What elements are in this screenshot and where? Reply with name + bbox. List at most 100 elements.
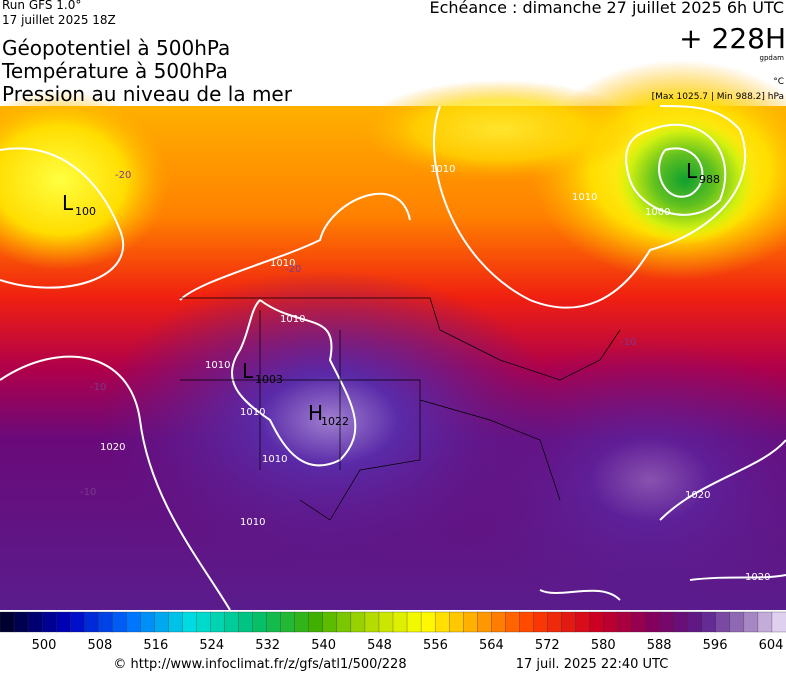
isobar-label: 1010 <box>240 517 265 528</box>
isobar-label: 1020 <box>100 442 125 453</box>
colorbar-cell <box>84 611 99 633</box>
colorbar-cell <box>308 611 324 633</box>
isobar-label: 1010 <box>430 164 455 175</box>
generated: 17 juil. 2025 22:40 UTC <box>516 657 669 672</box>
colorbar-cell <box>294 611 310 633</box>
colorbar-cell <box>715 611 731 633</box>
colorbar-cell <box>336 611 352 633</box>
colorbar-cell <box>266 611 282 633</box>
colorbar-cell <box>519 611 535 633</box>
colorbar-cell <box>701 611 717 633</box>
temperature-label: -20 <box>115 170 131 181</box>
colorbar-cell <box>70 611 85 633</box>
colorbar-cell <box>771 611 786 633</box>
colorbar-cell <box>406 611 422 633</box>
title-line: Géopotentiel à 500hPa <box>2 36 230 60</box>
center-type: L <box>242 359 254 383</box>
colorbar-cell <box>687 611 703 633</box>
colorbar-cell <box>603 611 619 633</box>
lead-unit: gpdam <box>760 54 785 62</box>
isobar-label: 1020 <box>685 490 710 501</box>
colorbar-cell <box>182 611 198 633</box>
colorbar-cell <box>350 611 366 633</box>
colorbar-cell <box>477 611 492 633</box>
colorbar-cell <box>757 611 773 633</box>
valid-time: Echéance : dimanche 27 juillet 2025 6h U… <box>429 0 784 17</box>
colorbar-cell <box>491 611 506 633</box>
title-line: Température à 500hPa <box>1 59 228 83</box>
colorbar: 500 508 516 524 532 540 548 556 564 572 580 588 596 6… <box>0 611 786 653</box>
isobar-label: 1010 <box>270 258 295 269</box>
colorbar-cell <box>673 611 689 633</box>
colorbar-label: 596 <box>703 638 728 653</box>
colorbar-label: 508 <box>88 638 113 653</box>
map <box>0 60 786 620</box>
colorbar-cell <box>126 611 142 633</box>
colorbar-cell <box>533 611 549 633</box>
title-line: Pression au niveau de la mer <box>2 82 293 106</box>
center-value: 1003 <box>255 373 283 386</box>
colorbar-cell <box>55 611 71 633</box>
colorbar-cell <box>645 611 661 633</box>
colorbar-cell <box>322 611 338 633</box>
center-type: L <box>62 191 74 215</box>
center-value: 100 <box>75 205 96 218</box>
colorbar-cell <box>210 611 226 633</box>
colorbar-cell <box>0 611 15 633</box>
colorbar-label: 532 <box>255 638 280 653</box>
center-type: L <box>686 159 698 183</box>
colorbar-cell <box>224 611 240 633</box>
isobar-label: 1010 <box>280 314 305 325</box>
run: Run GFS 1.0° <box>2 0 81 12</box>
isobar-label: 1010 <box>262 454 287 465</box>
colorbar-cell <box>659 611 675 633</box>
run-date: 17 juillet 2025 18Z <box>2 13 116 27</box>
colorbar-cell <box>434 611 450 633</box>
colorbar-cell <box>13 611 29 633</box>
colorbar-label: 524 <box>199 638 224 653</box>
colorbar-label: 604 <box>759 638 784 653</box>
center-type: H <box>308 401 323 425</box>
colorbar-label: 516 <box>143 638 168 653</box>
colorbar-label: 556 <box>423 638 448 653</box>
colorbar-cell <box>448 611 464 633</box>
colorbar-cell <box>378 611 394 633</box>
colorbar-cell <box>364 611 380 633</box>
colorbar-label: 540 <box>311 638 336 653</box>
colorbar-cell <box>575 611 591 633</box>
colorbar-cell <box>505 611 520 633</box>
colorbar-label: 564 <box>479 638 504 653</box>
colorbar-cell <box>252 611 268 633</box>
isobar-label: 1000 <box>645 207 670 218</box>
colorbar-cell <box>729 611 745 633</box>
pressure-range: [Max 1025.7 | Min 988.2] hPa <box>652 92 784 102</box>
colorbar-cell <box>154 611 170 633</box>
colorbar-label: 580 <box>591 638 616 653</box>
colorbar-label: 500 <box>32 638 57 653</box>
colorbar-cell <box>98 611 113 633</box>
colorbar-cell <box>561 611 577 633</box>
colorbar-cell <box>589 611 605 633</box>
colorbar-cell <box>743 611 759 633</box>
colorbar-cell <box>238 611 254 633</box>
colorbar-cell <box>140 611 156 633</box>
temperature-label: -10 <box>90 382 106 393</box>
colorbar-cell <box>112 611 127 633</box>
source: © http://www.infoclimat.fr/z/gfs/atl1/50… <box>113 657 406 672</box>
center-value: 1022 <box>321 415 349 428</box>
colorbar-cell <box>631 611 647 633</box>
colorbar-cell <box>463 611 478 633</box>
colorbar-cell <box>196 611 212 633</box>
center-value: 988 <box>699 173 720 186</box>
isobar-label: 1010 <box>205 360 230 371</box>
temperature-label: -10 <box>620 337 636 348</box>
colorbar-cell <box>27 611 43 633</box>
colorbar-label: 548 <box>367 638 392 653</box>
temp-unit: °C <box>773 77 784 87</box>
colorbar-label: 588 <box>647 638 672 653</box>
temperature-label: -20 <box>285 264 301 275</box>
colorbar-label: 572 <box>535 638 560 653</box>
